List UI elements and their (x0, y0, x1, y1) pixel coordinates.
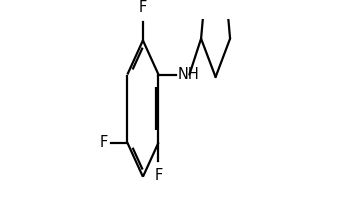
Text: NH: NH (178, 67, 199, 82)
Text: F: F (139, 0, 147, 15)
Text: F: F (100, 135, 109, 150)
Text: F: F (154, 168, 163, 183)
